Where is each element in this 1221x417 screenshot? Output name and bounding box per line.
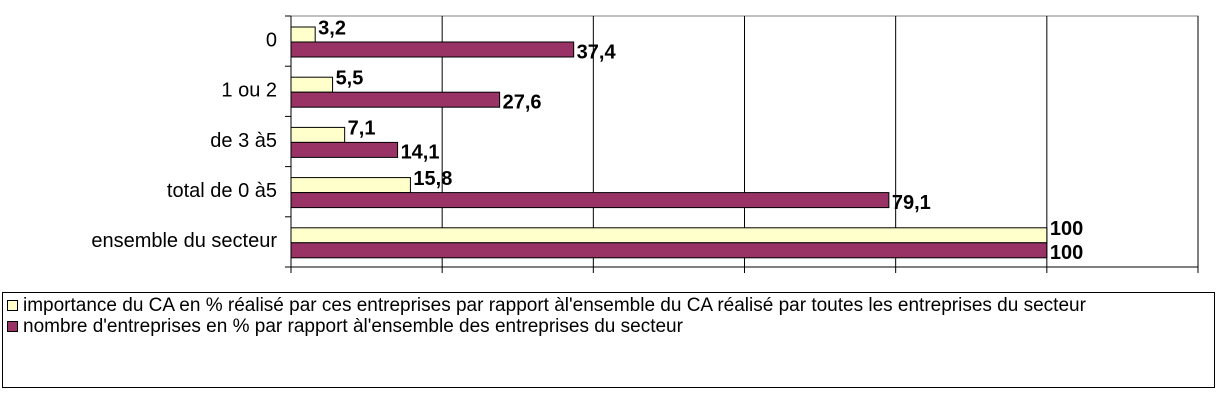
- y-tick-label: 1 ou 2: [221, 80, 277, 102]
- value-label: 100: [1050, 242, 1083, 264]
- value-label: 3,2: [318, 17, 346, 39]
- y-tick-label: total de 0 à5: [167, 180, 277, 202]
- x-tick-label: 40: [582, 289, 604, 290]
- value-label: 27,6: [503, 91, 542, 113]
- bar: [290, 141, 399, 158]
- bar: [290, 227, 1048, 244]
- legend-item: nombre d'entreprises en % par rapport àl…: [7, 316, 1210, 337]
- x-tick-label: 100: [1030, 289, 1063, 290]
- x-tick-label: 0: [285, 289, 296, 290]
- x-tick-label: 120: [1181, 289, 1214, 290]
- legend-swatch: [7, 321, 18, 332]
- legend-label: importance du CA en % réalisé par ces en…: [23, 295, 1086, 316]
- bar: [290, 41, 575, 58]
- y-tick-label: ensemble du secteur: [91, 230, 277, 252]
- value-label: 5,5: [336, 67, 364, 89]
- bar: [290, 177, 411, 194]
- legend-label: nombre d'entreprises en % par rapport àl…: [23, 316, 683, 337]
- bar: [290, 126, 346, 143]
- value-label: 37,4: [577, 41, 617, 63]
- legend: importance du CA en % réalisé par ces en…: [2, 292, 1215, 388]
- bar: [290, 91, 501, 108]
- bar: [290, 76, 334, 93]
- legend-swatch: [7, 300, 18, 311]
- value-label: 7,1: [348, 118, 376, 140]
- bar: [290, 26, 316, 43]
- bar: [290, 192, 890, 209]
- y-tick-label: 0: [266, 29, 277, 51]
- x-tick-label: 60: [733, 289, 755, 290]
- y-tick-label: de 3 à5: [210, 130, 277, 152]
- legend-item: importance du CA en % réalisé par ces en…: [7, 295, 1210, 316]
- bar: [290, 242, 1048, 259]
- value-label: 79,1: [892, 192, 931, 214]
- value-label: 14,1: [401, 142, 440, 164]
- x-tick-label: 80: [885, 289, 907, 290]
- chart: 0 20 40 60 80 100 120 0 3,2 37,4 1 ou 2 5,5 27,6 de 3…: [91, 15, 1215, 290]
- value-label: 100: [1050, 218, 1083, 240]
- value-label: 15,8: [413, 168, 452, 190]
- x-tick-label: 20: [431, 289, 453, 290]
